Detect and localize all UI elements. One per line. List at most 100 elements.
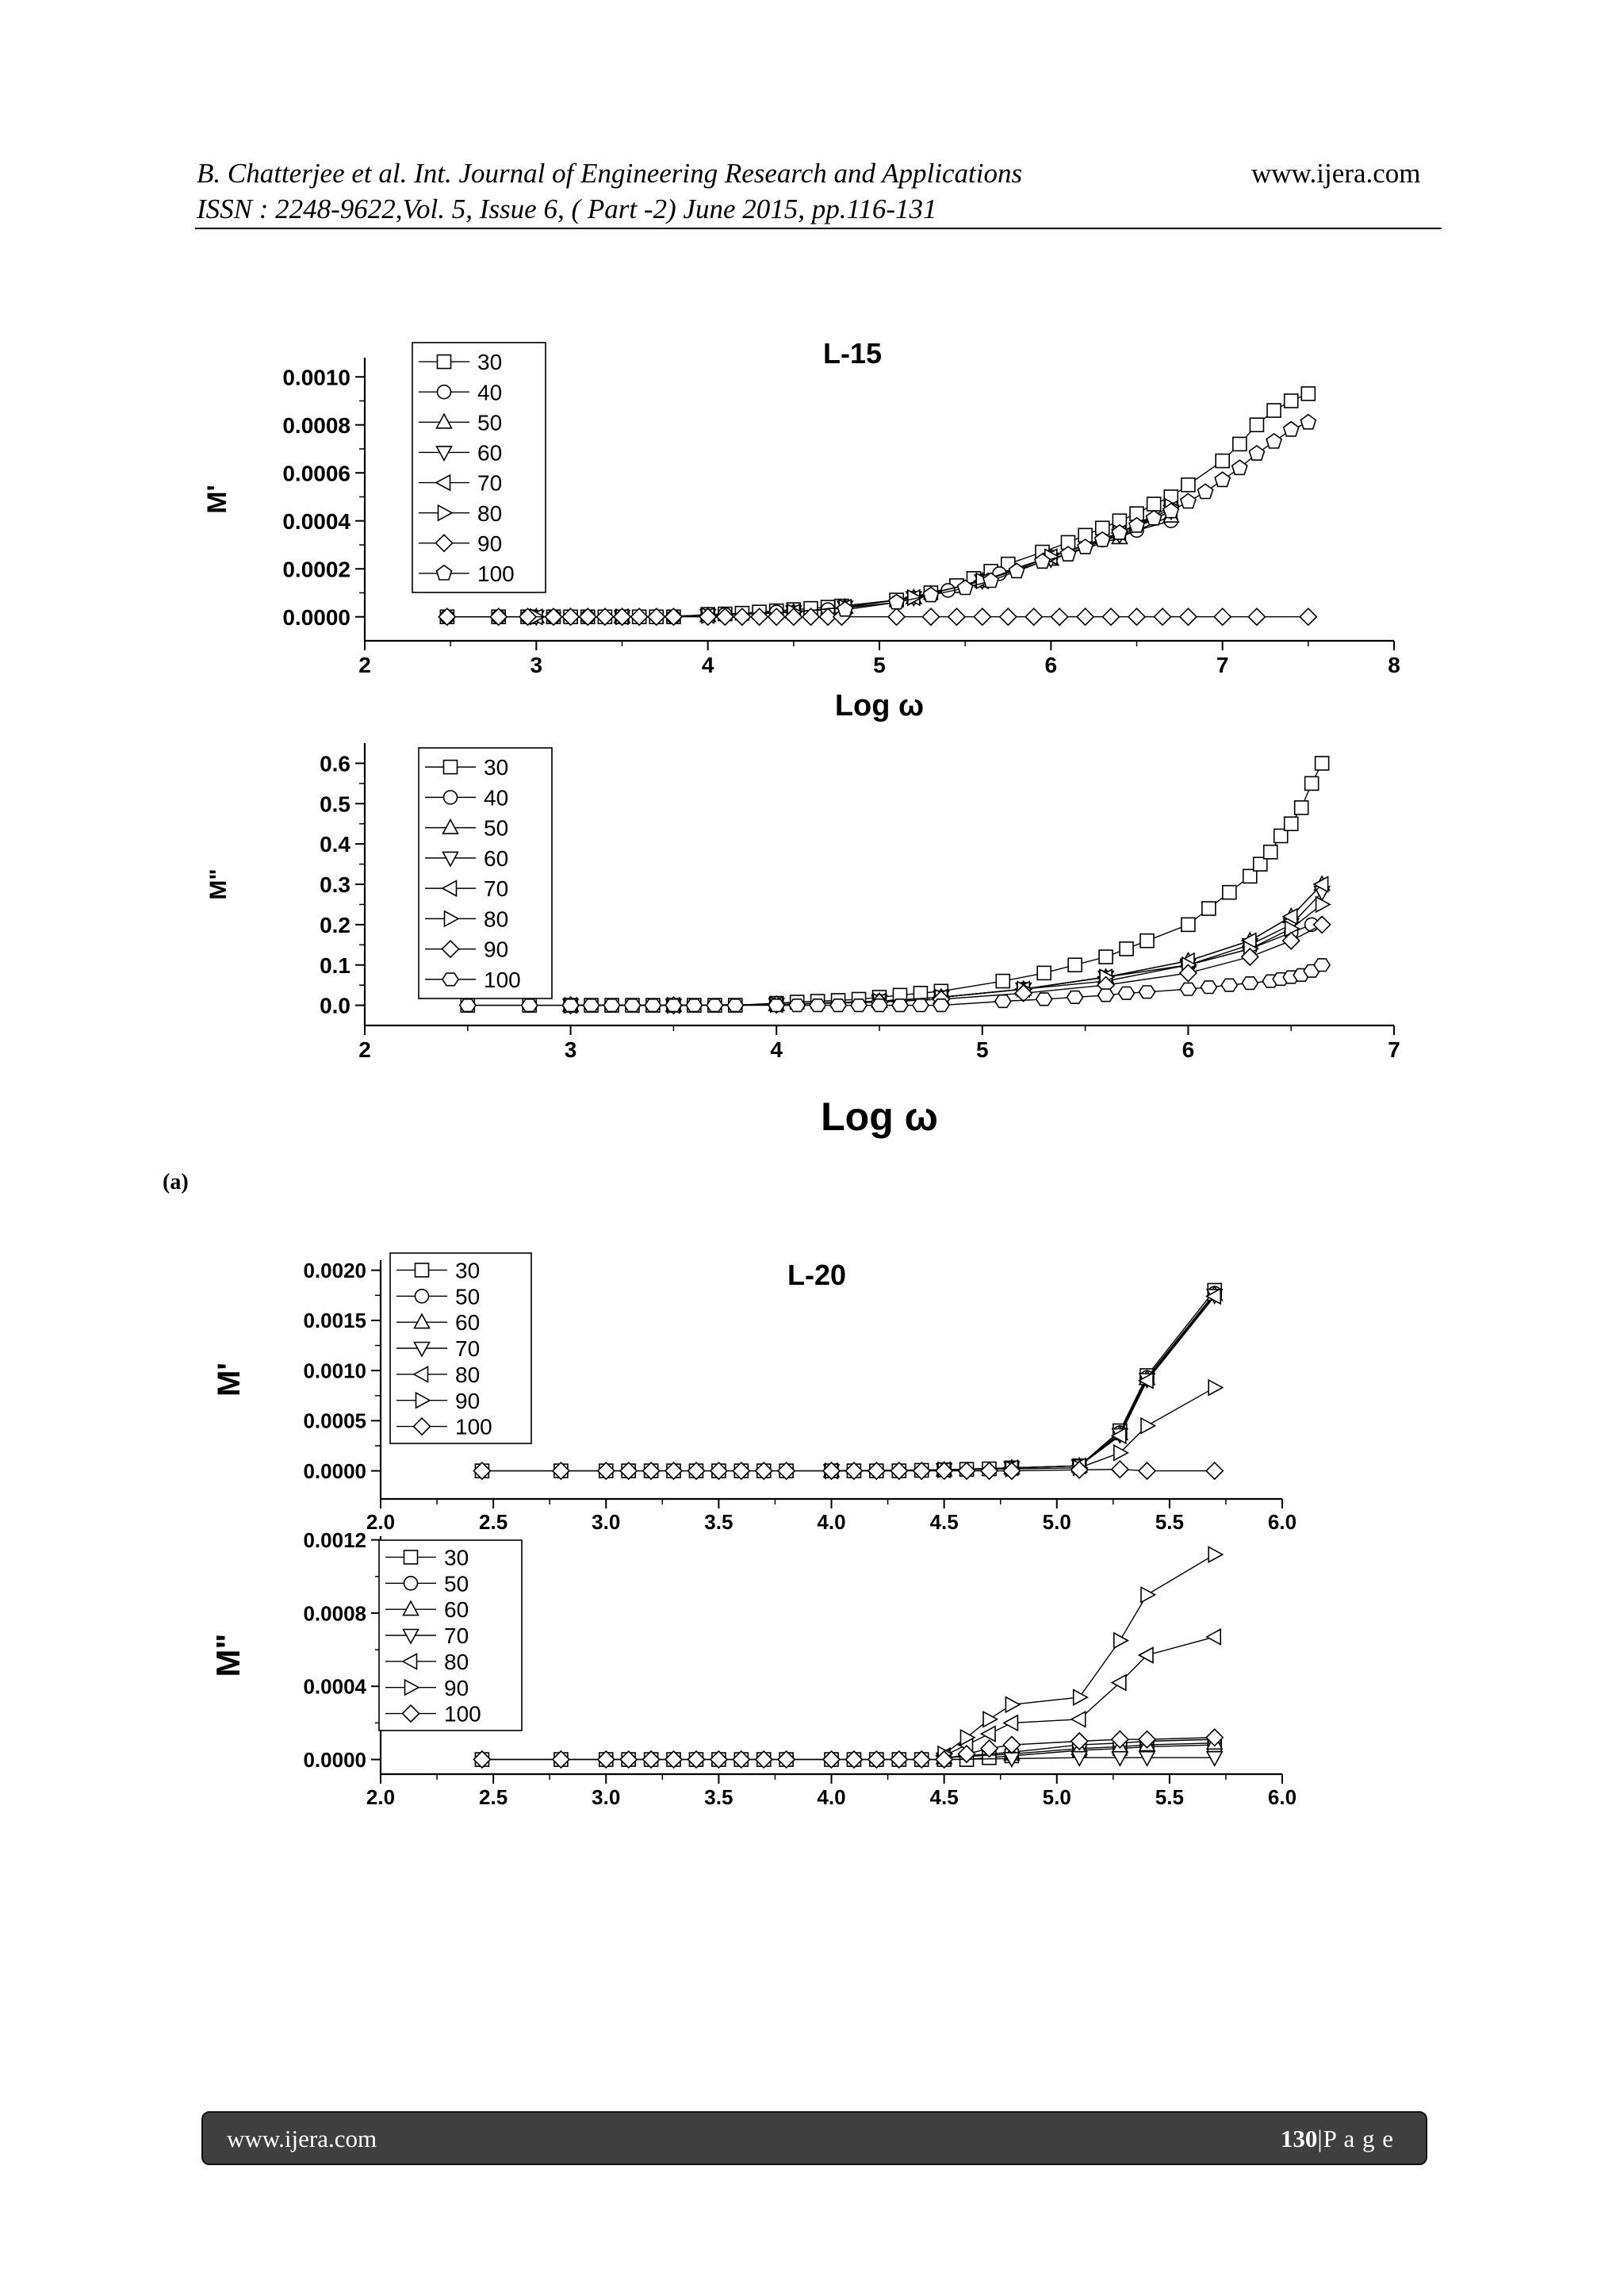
legend-box	[418, 747, 553, 999]
data-point	[979, 1739, 999, 1758]
data-point	[890, 1750, 909, 1769]
data-point	[1002, 1714, 1019, 1732]
series-30	[474, 1282, 1223, 1478]
legend-marker	[403, 1575, 419, 1591]
x-tick-label: 8	[1388, 653, 1400, 677]
data-point	[1266, 403, 1281, 418]
data-point	[1252, 857, 1268, 872]
y-tick-label: 0.2	[320, 913, 350, 937]
data-point	[912, 1461, 931, 1481]
legend-label: 50	[455, 1284, 480, 1309]
x-tick-label: 5.0	[1043, 1785, 1071, 1809]
legend: 30 40 50 60 70 80 90 100	[412, 342, 546, 593]
data-point	[551, 1461, 571, 1481]
legend-marker	[442, 972, 459, 987]
data-point	[1034, 553, 1051, 569]
data-point	[561, 999, 580, 1013]
series-50	[824, 1286, 1223, 1478]
data-point	[1145, 509, 1162, 526]
legend-marker	[401, 1653, 418, 1670]
legend-label: 50	[484, 816, 508, 841]
y-tick-label: 0.0000	[303, 1748, 366, 1772]
y-tick-label: 0.0008	[303, 1601, 366, 1625]
legend-box	[412, 342, 546, 593]
series-line	[831, 1296, 1216, 1472]
data-point	[1284, 920, 1300, 937]
y-tick-label: 0.0004	[303, 1675, 366, 1699]
data-point	[1110, 1427, 1127, 1445]
data-point	[1201, 901, 1216, 916]
data-point	[630, 608, 649, 627]
data-point	[489, 608, 508, 627]
data-point	[603, 999, 621, 1013]
x-tick-label: 2.5	[479, 1510, 508, 1534]
page-footer: www.ijera.com 130|P a g e	[201, 2111, 1427, 2165]
data-point	[1036, 965, 1051, 981]
footer-site-link[interactable]: www.ijera.com	[227, 2125, 377, 2152]
data-point	[957, 1461, 976, 1481]
data-point	[1072, 1688, 1089, 1706]
y-axis-label: M"	[205, 868, 232, 899]
data-point	[1283, 816, 1299, 832]
data-point	[1137, 1646, 1154, 1664]
data-point	[623, 999, 642, 1013]
data-point	[1300, 386, 1316, 401]
series-line	[536, 516, 1172, 618]
data-point	[732, 1461, 751, 1481]
data-point	[822, 1461, 841, 1481]
x-tick-label: 6.0	[1268, 1785, 1297, 1809]
header-divider	[195, 228, 1442, 229]
data-point	[520, 999, 538, 1013]
data-point	[1281, 931, 1300, 950]
data-point	[1178, 964, 1198, 983]
x-tick-label: 5	[873, 653, 886, 677]
legend-label: 60	[484, 846, 508, 871]
x-tick-label: 4.0	[817, 1785, 845, 1809]
x-tick-label: 6.0	[1268, 1510, 1297, 1534]
data-point	[1178, 608, 1198, 627]
series-70	[822, 1289, 1224, 1481]
data-point	[1249, 417, 1265, 433]
data-point	[642, 1750, 661, 1769]
legend-marker	[437, 504, 454, 522]
data-point	[1281, 907, 1298, 926]
data-point	[1197, 483, 1214, 500]
data-point	[956, 579, 974, 596]
series-line	[536, 510, 1172, 618]
legend-label: 100	[477, 562, 515, 586]
y-tick-label: 0.0020	[303, 1259, 366, 1282]
running-header: B. Chatterjee et al. Int. Journal of Eng…	[197, 155, 1022, 227]
legend-marker	[442, 851, 459, 868]
series-70	[935, 1750, 1224, 1769]
data-point	[911, 999, 929, 1013]
data-point	[582, 999, 600, 1013]
data-point	[1070, 1731, 1089, 1751]
data-point	[1179, 982, 1197, 996]
legend-marker	[403, 1550, 419, 1565]
y-tick-label: 0.0015	[303, 1309, 366, 1332]
data-point	[921, 608, 940, 627]
legend-label: 30	[455, 1259, 480, 1283]
data-point	[979, 1725, 996, 1743]
data-point	[867, 1750, 886, 1769]
data-point	[647, 608, 666, 627]
data-point	[706, 999, 724, 1013]
data-point	[1315, 895, 1331, 914]
series-90	[438, 608, 1318, 627]
legend-label: 70	[484, 876, 508, 901]
series-line	[845, 422, 1309, 611]
y-tick-label: 0.0012	[303, 1528, 366, 1552]
legend-marker	[402, 1628, 419, 1645]
y-tick-label: 0.6	[320, 752, 350, 776]
data-point	[754, 1750, 773, 1769]
header-site-link[interactable]: www.ijera.com	[1251, 158, 1421, 189]
data-point	[561, 608, 580, 627]
legend-label: 40	[484, 785, 508, 810]
data-point	[732, 1750, 751, 1769]
series-line	[831, 1293, 1216, 1472]
legend-marker	[402, 1600, 419, 1616]
x-tick-label: 7	[1216, 653, 1229, 677]
legend-marker	[441, 939, 460, 959]
